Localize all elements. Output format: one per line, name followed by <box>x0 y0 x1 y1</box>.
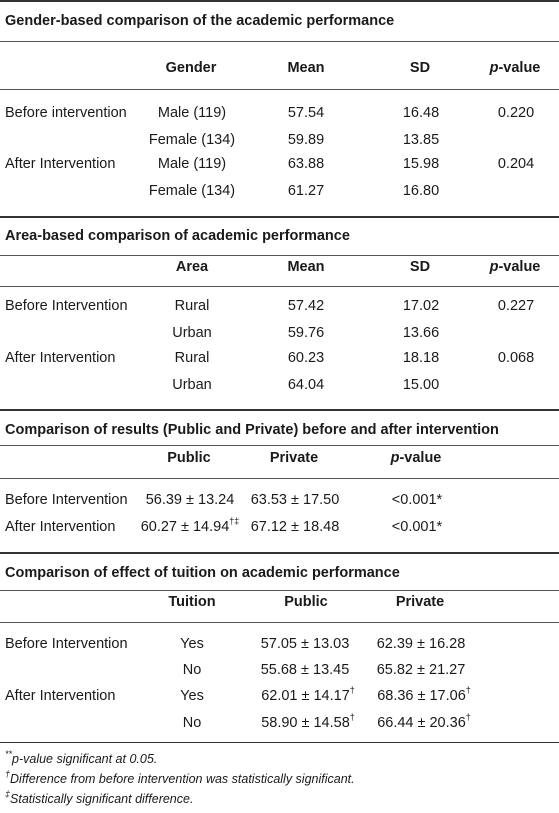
section3-title: Comparison of results (Public and Privat… <box>5 422 499 438</box>
header-mean: Mean <box>287 259 325 275</box>
section-rule <box>0 552 559 554</box>
row-mean: 59.89 <box>287 132 325 148</box>
row-public: 58.90 ± 14.58† <box>261 712 355 731</box>
row-p: 0.227 <box>497 298 535 314</box>
row-sd: 15.00 <box>402 377 440 393</box>
rule <box>0 286 559 287</box>
section-rule <box>0 216 559 218</box>
row-p: 0.068 <box>497 350 535 366</box>
rule <box>0 41 559 42</box>
row-private: 65.82 ± 21.27 <box>376 662 466 678</box>
row-p: 0.220 <box>497 105 535 121</box>
row-private: 63.53 ± 17.50 <box>250 492 340 508</box>
row-sd: 16.48 <box>402 105 440 121</box>
row-area: Urban <box>172 325 212 341</box>
header-p-value: p-value <box>489 60 541 76</box>
row-public: 56.39 ± 13.24 <box>145 492 235 508</box>
header-public: Public <box>167 450 211 466</box>
row-sd: 13.66 <box>402 325 440 341</box>
section-rule <box>0 409 559 411</box>
row-sd: 18.18 <box>402 350 440 366</box>
row-private: 66.44 ± 20.36† <box>377 712 471 731</box>
header-area: Area <box>175 259 209 275</box>
row-group: Before Intervention <box>5 492 128 508</box>
header-sd: SD <box>409 259 431 275</box>
footnote: **p-value significant at 0.05. <box>5 748 158 766</box>
row-area: Rural <box>174 298 210 314</box>
row-group: After Intervention <box>5 156 116 172</box>
row-group: After Intervention <box>5 688 116 704</box>
section4-title: Comparison of effect of tuition on acade… <box>5 565 400 581</box>
rule <box>0 478 559 479</box>
row-sd: 15.98 <box>402 156 440 172</box>
footnote: †Difference from before intervention was… <box>5 768 355 786</box>
row-mean: 64.04 <box>287 377 325 393</box>
top-rule <box>0 0 559 2</box>
row-tuition: Yes <box>180 688 204 704</box>
row-sd: 16.80 <box>402 183 440 199</box>
row-mean: 61.27 <box>287 183 325 199</box>
row-gender: Female (134) <box>148 132 236 148</box>
row-gender: Female (134) <box>148 183 236 199</box>
row-mean: 63.88 <box>287 156 325 172</box>
header-private: Private <box>395 594 445 610</box>
row-mean: 60.23 <box>287 350 325 366</box>
bottom-rule <box>0 742 559 743</box>
row-area: Rural <box>174 350 210 366</box>
rule <box>0 622 559 623</box>
row-mean: 57.42 <box>287 298 325 314</box>
row-group: Before Intervention <box>5 298 128 314</box>
row-gender: Male (119) <box>157 156 227 172</box>
row-private: 68.36 ± 17.06† <box>377 685 471 704</box>
row-group: After Intervention <box>5 350 116 366</box>
row-mean: 57.54 <box>287 105 325 121</box>
row-p: 0.204 <box>497 156 535 172</box>
header-sd: SD <box>409 60 431 76</box>
row-mean: 59.76 <box>287 325 325 341</box>
header-tuition: Tuition <box>168 594 216 610</box>
rule <box>0 445 559 446</box>
row-private: 62.39 ± 16.28 <box>376 636 466 652</box>
row-public: 60.27 ± 14.94†‡ <box>140 516 240 535</box>
row-group: After Intervention <box>5 519 116 535</box>
row-gender: Male (119) <box>157 105 227 121</box>
row-group: Before intervention <box>5 105 127 121</box>
row-sd: 13.85 <box>402 132 440 148</box>
row-sd: 17.02 <box>402 298 440 314</box>
row-p: <0.001* <box>391 519 443 535</box>
row-public: 62.01 ± 14.17† <box>261 685 355 704</box>
row-group: Before Intervention <box>5 636 128 652</box>
row-public: 55.68 ± 13.45 <box>260 662 350 678</box>
footnote: ‡Statistically significant difference. <box>5 788 194 806</box>
header-private: Private <box>269 450 319 466</box>
row-tuition: Yes <box>180 636 204 652</box>
section1-title: Gender-based comparison of the academic … <box>5 13 395 29</box>
header-public: Public <box>284 594 328 610</box>
header-p-value: p-value <box>489 259 541 275</box>
row-tuition: No <box>182 715 202 731</box>
row-public: 57.05 ± 13.03 <box>260 636 350 652</box>
section2-title: Area-based comparison of academic perfor… <box>5 228 350 244</box>
header-p-value: p-value <box>390 450 442 466</box>
row-private: 67.12 ± 18.48 <box>250 519 340 535</box>
header-gender: Gender <box>165 60 217 76</box>
row-p: <0.001* <box>391 492 443 508</box>
rule <box>0 89 559 90</box>
header-mean: Mean <box>287 60 325 76</box>
rule <box>0 590 559 591</box>
row-area: Urban <box>172 377 212 393</box>
row-tuition: No <box>182 662 202 678</box>
rule <box>0 255 559 256</box>
